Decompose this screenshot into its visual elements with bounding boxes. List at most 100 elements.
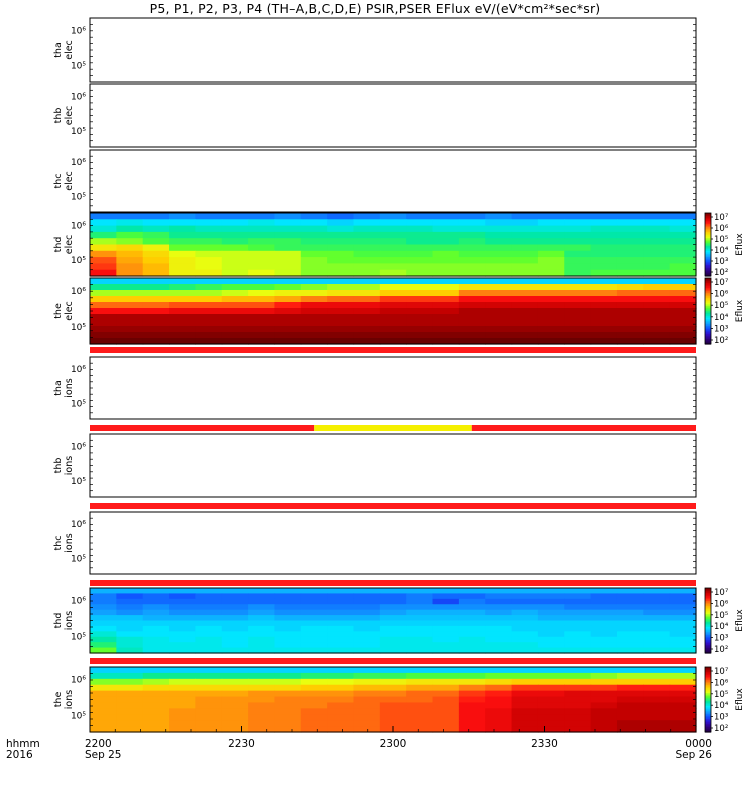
heatmap-cell <box>90 308 117 315</box>
heatmap-cell <box>643 332 671 339</box>
heatmap-cell <box>248 615 276 622</box>
panel-label-species: ions <box>64 611 75 630</box>
heatmap-cell <box>169 320 196 327</box>
heatmap-cell <box>537 620 565 627</box>
heatmap-cell <box>590 625 618 632</box>
heatmap-cell <box>116 314 144 321</box>
heatmap-cell <box>90 284 117 291</box>
heatmap-cell <box>379 219 407 227</box>
heatmap-cell <box>406 642 434 649</box>
colorbar-swatch <box>705 631 711 635</box>
colorbar-tick-label: 10⁴ <box>714 246 729 256</box>
heatmap-cell <box>406 302 434 309</box>
heatmap-cell <box>195 244 223 252</box>
heatmap-cell <box>142 684 170 692</box>
colorbar-swatch <box>705 311 711 314</box>
heatmap-cell <box>90 684 117 692</box>
heatmap-cell <box>379 257 407 264</box>
colorbar-swatch <box>705 675 711 678</box>
heatmap-cell <box>116 308 144 315</box>
panel-frame <box>89 149 697 213</box>
heatmap-cell <box>248 678 276 686</box>
heatmap-cell <box>616 338 644 345</box>
colorbar-frame <box>704 666 712 733</box>
heatmap-cell <box>537 231 565 239</box>
colorbar-swatch <box>705 320 711 324</box>
heatmap-cell <box>221 615 249 622</box>
heatmap-cell <box>116 320 144 327</box>
colorbar-swatch <box>705 691 711 694</box>
colorbar-swatch <box>705 706 711 709</box>
heatmap-cell <box>616 636 644 643</box>
heatmap-cell <box>432 290 460 297</box>
colorbar-swatch <box>705 723 711 727</box>
colorbar-tick-label: 10⁶ <box>714 224 729 234</box>
heatmap-cell <box>432 609 460 616</box>
heatmap-cell <box>142 338 170 345</box>
heatmap-cell <box>406 696 434 704</box>
heatmap-cell <box>432 714 460 721</box>
heatmap-cell <box>221 263 249 271</box>
heatmap-cell <box>616 326 644 333</box>
heatmap-cell <box>511 593 539 600</box>
heatmap-cell <box>327 636 355 643</box>
heatmap-cell <box>195 667 223 674</box>
heatmap-cell <box>116 720 144 727</box>
heatmap-cell <box>537 296 565 303</box>
heatmap-cell <box>616 672 644 680</box>
heatmap-cell <box>116 588 144 595</box>
heatmap-cell <box>669 250 697 258</box>
heatmap-cell <box>169 636 196 643</box>
heatmap-cell <box>300 593 328 600</box>
heatmap-cell <box>669 308 697 315</box>
heatmap-cell <box>643 238 671 246</box>
heatmap-cell <box>300 604 328 611</box>
x-tick-label: 2230 <box>228 738 255 750</box>
heatmap-cell <box>432 326 460 333</box>
colorbar-swatch <box>705 266 711 269</box>
y-tick-label-top: 10⁶ <box>71 221 86 231</box>
heatmap-cell <box>537 702 565 709</box>
heatmap-cell <box>643 338 671 345</box>
colorbar-swatch <box>705 242 711 246</box>
heatmap-cell <box>564 720 592 727</box>
heatmap-cell <box>537 284 565 291</box>
heatmap-cell <box>616 332 644 339</box>
heatmap-cell <box>379 290 407 297</box>
heatmap-cell <box>169 672 196 680</box>
heatmap-cell <box>221 332 249 339</box>
heatmap-cell <box>458 615 486 622</box>
colorbar-swatch <box>705 337 711 340</box>
heatmap-cell <box>221 250 249 258</box>
heatmap-cell <box>169 708 196 715</box>
heatmap-cell <box>300 308 328 315</box>
heatmap-cell <box>432 726 460 733</box>
heatmap-cell <box>643 225 671 233</box>
panel-label-probe: thb <box>53 108 64 124</box>
heatmap-cell <box>169 615 196 622</box>
heatmap-cell <box>142 593 170 600</box>
heatmap-cell <box>195 284 223 291</box>
heatmap-cell <box>669 231 697 239</box>
heatmap-cell <box>458 314 486 321</box>
heatmap-cell <box>537 631 565 638</box>
heatmap-cell <box>300 278 328 285</box>
heatmap-cell <box>142 647 170 654</box>
heatmap-cell <box>221 672 249 680</box>
heatmap-cell <box>564 615 592 622</box>
heatmap-cell <box>432 690 460 698</box>
heatmap-cell <box>616 667 644 674</box>
heatmap-cell <box>353 609 381 616</box>
heatmap-cell <box>406 647 434 654</box>
heatmap-cell <box>485 620 513 627</box>
colorbar-swatch <box>705 216 711 219</box>
heatmap-cell <box>406 609 434 616</box>
colorbar-label: Eflux <box>735 233 745 256</box>
heatmap-cell <box>643 269 671 277</box>
heatmap-cell <box>169 720 196 727</box>
panel-frame <box>89 83 697 148</box>
heatmap-cell <box>379 269 407 277</box>
heatmap-cell <box>327 225 355 233</box>
heatmap-cell <box>643 213 671 220</box>
heatmap-cell <box>590 702 618 709</box>
